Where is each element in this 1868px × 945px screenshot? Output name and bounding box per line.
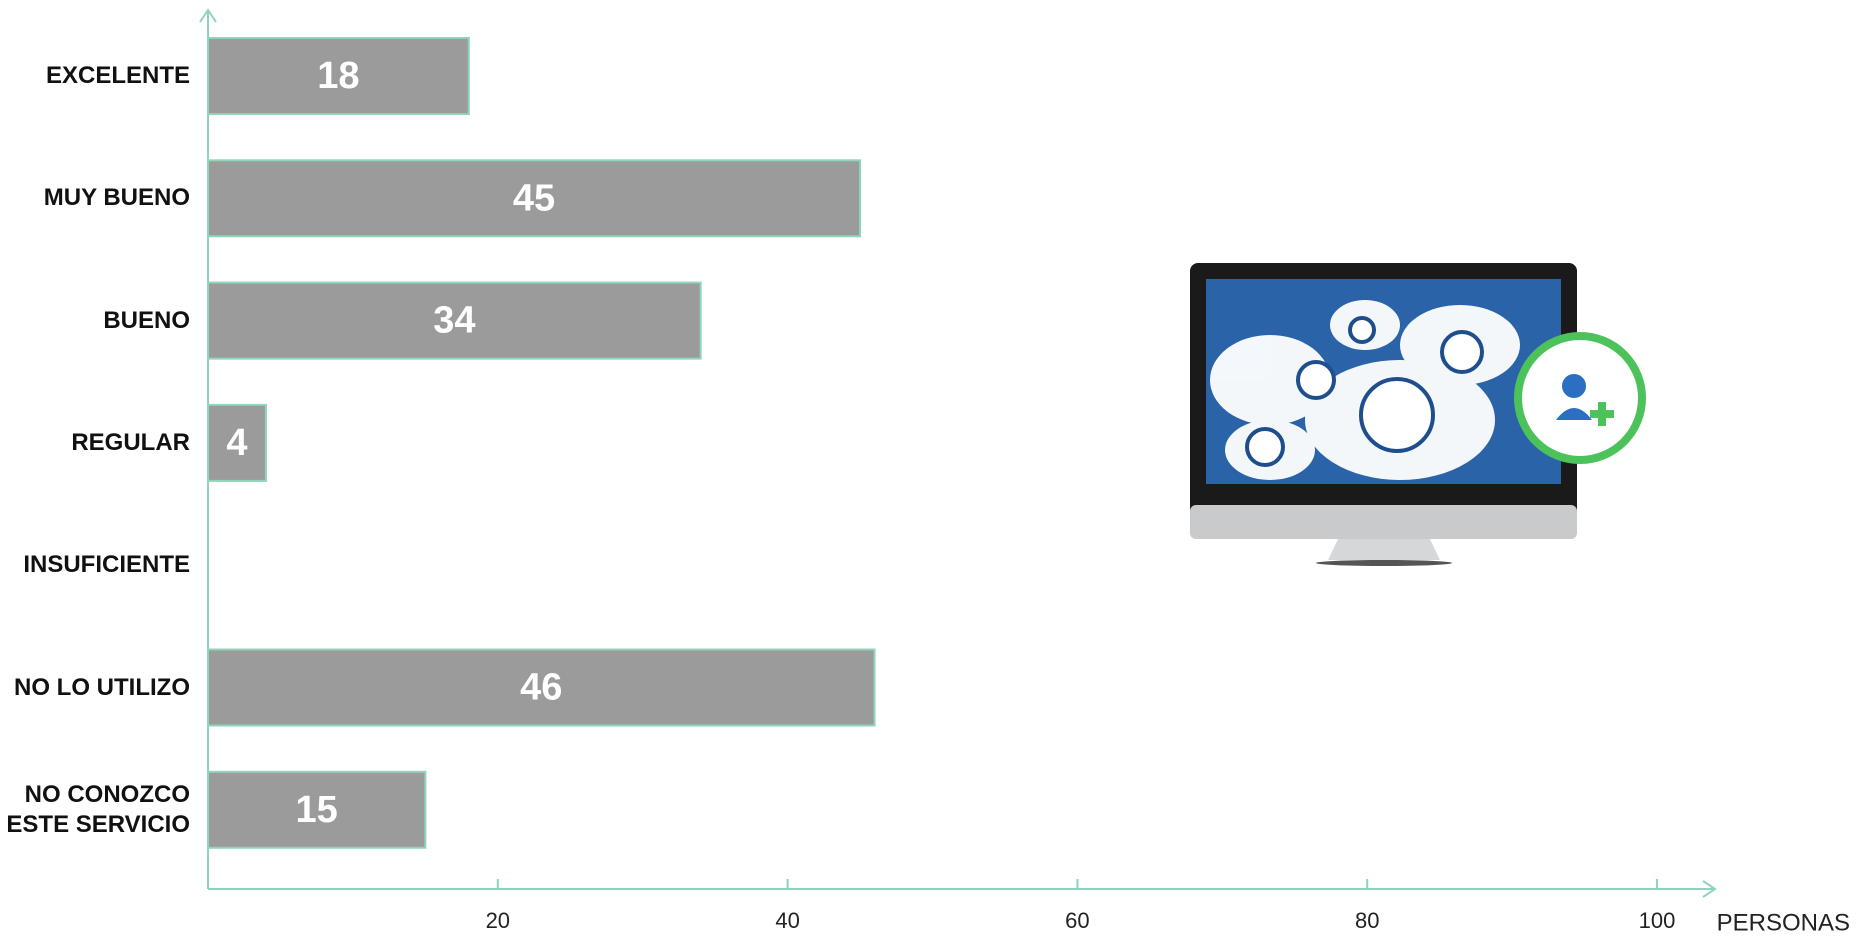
x-axis-arrow bbox=[1702, 880, 1717, 898]
bar-value-label: 18 bbox=[317, 55, 359, 97]
bar-value-label: 15 bbox=[296, 789, 338, 831]
bar-value-label: 34 bbox=[433, 300, 475, 342]
bar-value-label: 45 bbox=[513, 177, 555, 219]
x-tick-label: 40 bbox=[775, 908, 799, 933]
category-label: NO CONOZCO ESTE SERVICIO bbox=[6, 780, 190, 838]
illustration bbox=[1190, 263, 1646, 566]
bar-value-label: 46 bbox=[520, 667, 562, 709]
category-label: NO LO UTILIZO bbox=[14, 673, 190, 701]
category-label: MUY BUENO bbox=[43, 184, 190, 212]
bar bbox=[207, 648, 876, 727]
x-tick-label: 80 bbox=[1355, 908, 1379, 933]
x-axis-label: PERSONAS bbox=[1717, 909, 1850, 936]
bar bbox=[207, 159, 862, 238]
category-label: EXCELENTE bbox=[45, 62, 190, 89]
category-label: INSUFICIENTE bbox=[23, 551, 190, 579]
bar bbox=[207, 37, 470, 115]
x-tick-label: 60 bbox=[1065, 908, 1089, 933]
x-tick-label: 20 bbox=[486, 908, 510, 933]
x-tick-label: 100 bbox=[1639, 908, 1676, 933]
bar bbox=[207, 281, 702, 360]
category-label: REGULAR bbox=[71, 428, 190, 456]
bar bbox=[207, 403, 267, 482]
bar bbox=[207, 770, 427, 849]
y-axis-arrow bbox=[199, 8, 217, 23]
bar-value-label: 4 bbox=[226, 422, 247, 464]
category-label: BUENO bbox=[103, 306, 190, 334]
